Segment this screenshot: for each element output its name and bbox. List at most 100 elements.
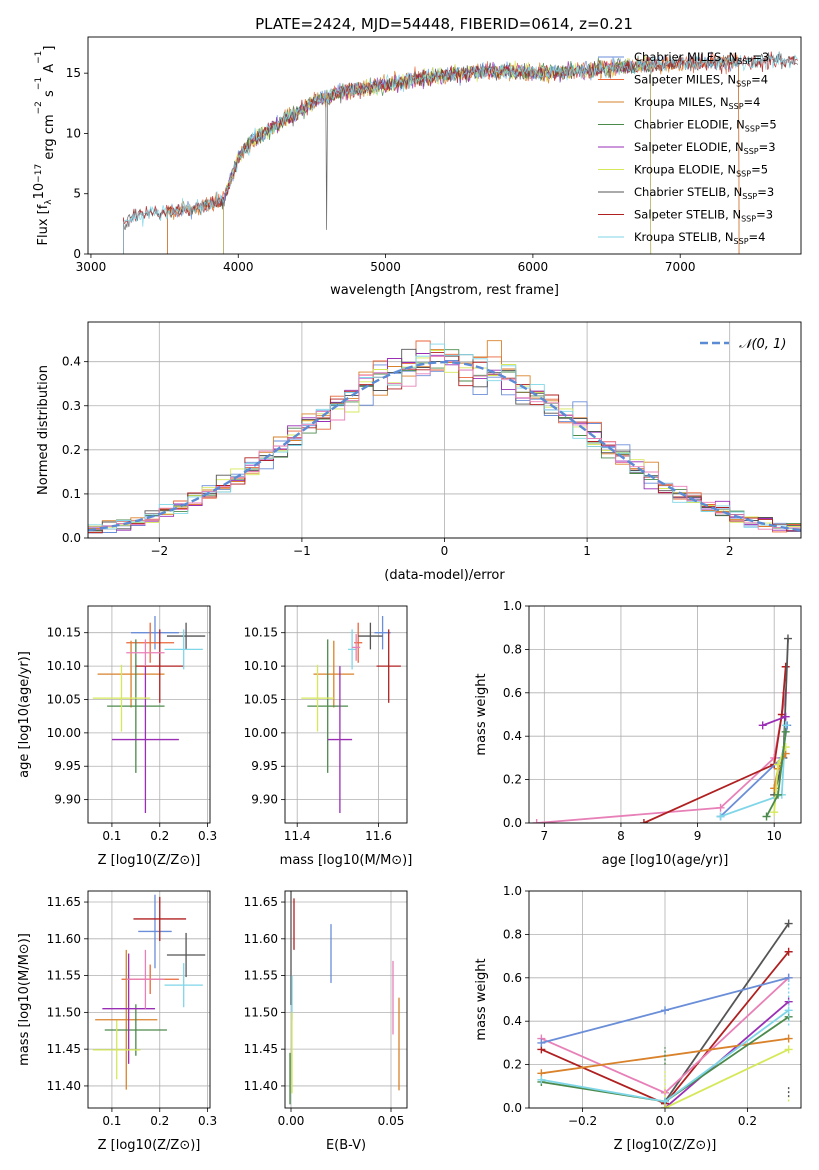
y-tick-label: 0.2 xyxy=(62,443,81,457)
legend-label-sub: SSP xyxy=(741,215,756,224)
y-tick-label: 0.1 xyxy=(62,487,81,501)
x-axis-label: (data-model)/error xyxy=(384,568,505,583)
errorbar-point xyxy=(374,616,391,650)
legend-label-main: Salpeter STELIB, N xyxy=(634,208,741,222)
weight-line xyxy=(762,715,787,727)
y-tick-label: 0.0 xyxy=(62,531,81,545)
errorbar-point xyxy=(354,622,363,663)
y-tick-label: 5 xyxy=(73,187,81,201)
spectrum-series-line xyxy=(223,57,652,254)
x-axis-label: mass [log10(M/M⊙)] xyxy=(280,853,413,868)
legend-label-sub: SSP xyxy=(736,80,751,89)
legend-label: Chabrier MILES, NSSP=3 xyxy=(634,50,769,66)
x-tick-label: 7 xyxy=(541,829,549,843)
y-tick-label: 0.8 xyxy=(503,927,522,941)
weight-marker xyxy=(770,808,779,817)
y-tick-label: 10.15 xyxy=(244,626,278,640)
y-tick-label: 10.15 xyxy=(47,626,81,640)
x-tick-label: 0.2 xyxy=(738,1114,757,1128)
x-tick-label: 11.4 xyxy=(284,829,311,843)
x-tick-label: −0.2 xyxy=(568,1114,597,1128)
weight-marker xyxy=(781,727,790,736)
legend-label-sub: SSP xyxy=(737,57,752,66)
errorbar-point xyxy=(307,639,349,773)
legend-label-sub: SSP xyxy=(745,125,760,134)
weight-marker xyxy=(661,1006,669,1015)
legend-label-main: Chabrier MILES, N xyxy=(634,50,737,64)
errorbar-point xyxy=(138,894,172,969)
spectrum-series-line xyxy=(123,51,799,254)
weight-series xyxy=(762,727,790,821)
plot-area xyxy=(123,51,799,254)
errorbar-point xyxy=(301,664,334,732)
plot-area xyxy=(301,616,401,813)
legend-label-sub: SSP xyxy=(736,170,751,179)
y-tick-label: 9.90 xyxy=(54,793,81,807)
x-axis-label: age [log10(age/yr)] xyxy=(602,853,729,868)
axes-frame xyxy=(87,36,802,255)
x-tick-label: 0.0 xyxy=(655,1114,674,1128)
panel-mass_vs_ebv: 0.00 0.05 11.40 11.45 11.50 11.55 11.60 11.65 E(… xyxy=(244,890,408,1153)
y-axis-label-part: erg cm xyxy=(42,114,57,163)
spectrum-series-line xyxy=(223,54,652,254)
weight-marker xyxy=(758,721,767,730)
y-tick-label: 10.00 xyxy=(47,726,81,740)
y-axis-label-part: λ xyxy=(44,199,54,205)
x-tick-label: 0.2 xyxy=(150,829,169,843)
y-tick-label: 11.65 xyxy=(47,895,81,909)
legend-label-main: Kroupa MILES, N xyxy=(634,95,729,109)
y-tick-label: 9.90 xyxy=(251,793,278,807)
errorbar-point xyxy=(327,666,353,813)
legend-label: Kroupa MILES, NSSP=4 xyxy=(634,95,760,111)
legend-label-sub: SSP xyxy=(734,237,749,246)
errorbar-point xyxy=(164,963,203,1008)
weight-marker xyxy=(716,803,725,812)
y-tick-label: 10.10 xyxy=(244,659,278,673)
errorbar-point xyxy=(358,622,383,650)
legend-label-tail: =5 xyxy=(760,118,777,132)
y-axis-label: Flux [fλ10−17 erg cm−2 s−1 A−1] xyxy=(32,46,57,246)
x-tick-label: 0.2 xyxy=(150,1114,169,1128)
legend-label-main: Salpeter MILES, N xyxy=(634,73,736,87)
y-tick-label: 11.60 xyxy=(244,932,278,946)
y-tick-label: 10.05 xyxy=(244,692,278,706)
errorbar-point xyxy=(166,932,206,978)
legend-label-tail: =3 xyxy=(752,50,769,64)
normal-reference-curve xyxy=(88,360,801,532)
y-tick-label: 11.45 xyxy=(47,1042,81,1056)
y-tick-label: 11.40 xyxy=(47,1079,81,1093)
plot-area xyxy=(289,891,400,1105)
x-tick-label: 0.3 xyxy=(198,1114,217,1128)
y-tick-label: 0.4 xyxy=(503,729,522,743)
x-tick-label: 3000 xyxy=(76,260,107,274)
weight-series xyxy=(758,712,790,730)
spectrum-series-line xyxy=(123,52,798,254)
weight-marker xyxy=(532,819,541,823)
y-tick-label: 11.55 xyxy=(244,969,278,983)
weight-line xyxy=(720,725,787,818)
y-axis-label-part: −1 xyxy=(34,51,44,64)
axes-frame xyxy=(87,890,211,1109)
legend-label-tail: =3 xyxy=(756,208,773,222)
errorbar-point xyxy=(352,634,361,661)
legend-label-main: Kroupa ELODIE, N xyxy=(634,163,736,177)
errorbar-point xyxy=(164,629,203,670)
x-tick-label: 0.05 xyxy=(378,1114,405,1128)
y-tick-label: 1.0 xyxy=(503,884,522,898)
x-axis-label: Z [log10(Z/Z⊙)] xyxy=(98,1138,201,1153)
y-tick-label: 0.0 xyxy=(503,816,522,830)
y-axis-label: age [log10(age/yr)] xyxy=(17,651,32,778)
panel-weight_vs_age: 7 8 9 10 0.0 0.2 0.4 0.6 0.8 1.0 age [log10(age/yr… xyxy=(474,599,802,868)
y-axis-label-part: −2 xyxy=(34,101,44,114)
y-axis-label-part: −17 xyxy=(34,164,44,183)
errorbar-point xyxy=(92,1020,141,1080)
y-tick-label: 0.6 xyxy=(503,971,522,985)
weight-marker xyxy=(774,790,783,799)
errorbar-point xyxy=(126,639,165,667)
errorbar-point xyxy=(313,640,355,708)
y-tick-label: 10 xyxy=(66,126,81,140)
x-tick-label: 0.00 xyxy=(278,1114,305,1128)
plot-area xyxy=(88,340,801,538)
x-tick-label: 9 xyxy=(694,829,702,843)
y-axis-label-part: ] xyxy=(42,46,57,51)
